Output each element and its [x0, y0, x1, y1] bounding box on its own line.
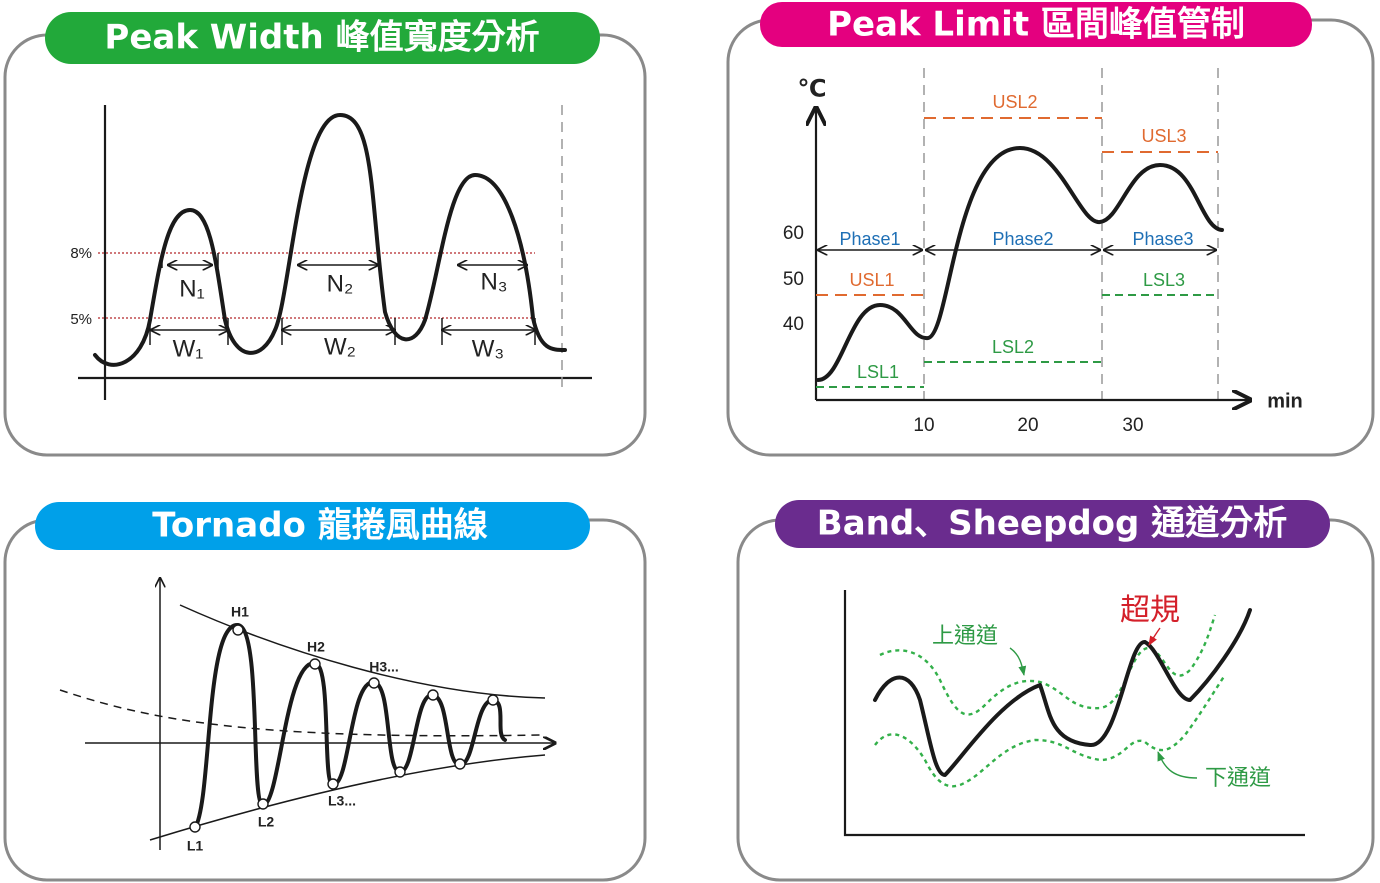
phase-labels: Phase1 Phase2 Phase3	[839, 229, 1193, 249]
y-tick-label: 60	[783, 223, 804, 244]
lsl-labels: LSL1 LSL2 LSL3	[857, 270, 1185, 382]
turning-point	[487, 694, 499, 706]
x-tick-label: 20	[1017, 415, 1038, 436]
lower-label: 下通道	[1205, 765, 1271, 790]
turning-point	[257, 798, 269, 810]
peak-width-panel: Peak Width 峰值寬度分析 8% 5% N₁ N₂ N	[3, 12, 647, 457]
pointer	[1157, 751, 1198, 779]
lsl-label: LSL1	[857, 362, 899, 382]
phase-label: Phase1	[839, 229, 900, 249]
point-labels: H1 H2 H3... L1 L2 L3...	[187, 604, 399, 854]
band-panel: Band、Sheepdog 通道分析 上通道 下通道 超規	[736, 500, 1375, 882]
panel-title: Peak Width 峰值寬度分析	[104, 18, 539, 58]
turning-point	[232, 624, 244, 636]
turning-point	[394, 766, 406, 778]
y-tick-label: 40	[783, 314, 804, 335]
w-label: W₃	[472, 335, 504, 362]
panel-frame	[736, 518, 1375, 882]
tornado-panel: Tornado 龍捲風曲線 H1 H2 H3... L1 L2 L3...	[3, 502, 647, 882]
n-label: N₂	[327, 270, 354, 297]
pointer	[1009, 647, 1027, 676]
low-label: L1	[187, 838, 204, 854]
title-pill	[35, 502, 590, 550]
turning-points	[189, 624, 499, 833]
title-pill	[45, 12, 600, 64]
signal-curve	[93, 113, 567, 367]
width-arrows	[149, 253, 535, 345]
phase-label: Phase3	[1132, 229, 1193, 249]
turning-point	[327, 778, 339, 790]
x-unit: min	[1267, 390, 1303, 412]
panel-title: Peak Limit 區間峰值管制	[827, 5, 1245, 45]
low-label: L2	[258, 814, 275, 830]
pointer	[1148, 627, 1161, 646]
x-tick-label: 10	[913, 415, 934, 436]
phase-label: Phase2	[992, 229, 1053, 249]
title-pill	[775, 500, 1330, 548]
n-label: N₃	[480, 268, 507, 295]
usl-label: USL2	[992, 92, 1037, 112]
lower-envelope	[149, 754, 546, 841]
level-label: 5%	[70, 311, 92, 328]
low-label: L3...	[328, 793, 356, 809]
lsl-label: LSL3	[1143, 270, 1185, 290]
price-curve	[873, 608, 1252, 777]
y-tick-label: 50	[783, 269, 804, 290]
upper-label: 上通道	[932, 623, 998, 648]
level-label: 8%	[70, 245, 92, 262]
high-label: H1	[231, 604, 249, 620]
turning-point	[427, 689, 439, 701]
n-label: N₁	[179, 275, 204, 302]
turning-point	[309, 658, 321, 670]
usl-labels: USL1 USL2 USL3	[849, 92, 1186, 290]
lsl-label: LSL2	[992, 337, 1034, 357]
panel-title: Tornado 龍捲風曲線	[152, 506, 487, 546]
high-label: H2	[307, 639, 325, 655]
w-label: W₁	[173, 335, 204, 362]
usl-label: USL3	[1141, 126, 1186, 146]
trend-line	[59, 689, 541, 737]
ticks: 60 50 40 10 20 30	[783, 223, 1144, 436]
peak-limit-panel: Peak Limit 區間峰值管制 ℃ min 60 50 40 10 20 3…	[726, 2, 1375, 457]
upper-band	[879, 614, 1217, 716]
width-labels: N₁ N₂ N₃ W₁ W₂ W₃	[173, 268, 508, 362]
x-tick-label: 30	[1122, 415, 1143, 436]
y-unit: ℃	[797, 75, 826, 102]
turning-point	[368, 677, 380, 689]
title-pill	[760, 2, 1312, 47]
turning-point	[454, 758, 466, 770]
axes	[843, 590, 1305, 837]
w-label: W₂	[324, 333, 356, 360]
usl-label: USL1	[849, 270, 894, 290]
panel-frame	[3, 33, 647, 457]
turning-point	[189, 821, 201, 833]
high-label: H3...	[369, 659, 399, 675]
temperature-curve	[816, 146, 1224, 382]
alert-label: 超規	[1120, 594, 1180, 627]
lower-band	[874, 674, 1226, 788]
panel-title: Band、Sheepdog 通道分析	[817, 504, 1287, 544]
